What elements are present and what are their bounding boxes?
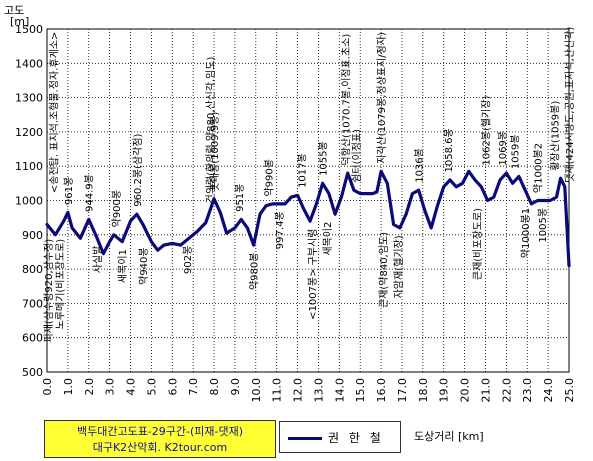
x-tick-label: 8.0 [208, 378, 221, 396]
annotations: 피재(삼수령920,삼수정) 노루메기(비포장도로) <송전탑. 표지석.조형물.정… [43, 27, 576, 343]
chart-title-box: 백두대간고도표-29구간-(피재-댓재) 대구K2산악회. K2tour.com [44, 420, 276, 458]
x-tick-label: 21.0 [479, 378, 492, 403]
annotation-label: 큰재(약840,임도) [377, 232, 390, 308]
annotation-label: 1055봉 [318, 141, 330, 176]
x-tick-label: 14.0 [333, 378, 346, 403]
x-tick-label: 1.0 [62, 378, 75, 396]
y-tick-label: 700 [22, 297, 43, 310]
y-tick-label: 1500 [15, 23, 43, 36]
annotation-label: <1007봉> 구부시령 [307, 229, 319, 320]
x-tick-label: 11.0 [271, 378, 284, 403]
annotation-label: 건의령(한의령,약880,산신각,임도) [204, 56, 217, 203]
x-tick-label: 2.0 [83, 378, 96, 396]
y-tick-label: 1300 [15, 92, 43, 105]
annotation-label: 댓재(424시방도,공원,표지석,산신각) [564, 27, 576, 183]
legend: 권 한 철 [279, 421, 401, 453]
annotation-label: 951봉 [234, 184, 246, 212]
annotation-label: 약980봉 [249, 253, 261, 291]
chart-subtitle: 대구K2산악회. K2tour.com [92, 441, 228, 454]
annotation-label: 약1000봉1 [520, 208, 532, 258]
y-tick-label: 1100 [15, 160, 43, 173]
chart-title: 백두대간고도표-29구간-(피재-댓재) [76, 425, 244, 438]
annotation-label: 큰재(비포장도로) [472, 208, 484, 280]
x-tick-label: 0.0 [41, 378, 54, 396]
annotation-label: 쉼터(이정표) [351, 129, 363, 183]
x-tick-label: 9.0 [229, 378, 242, 396]
annotation-label: 자암재(헬기장) [393, 235, 405, 298]
annotation-label: 약940봉 [138, 247, 150, 285]
annotation-label: 1062봉(헬기장) [480, 95, 492, 165]
annotation-label: 961봉 [63, 177, 75, 205]
annotation-label: 1017봉 [297, 153, 309, 188]
annotation-label: 덕항산(1070.7봉,이정표.초소) [341, 34, 353, 166]
x-tick-label: 15.0 [354, 378, 367, 403]
annotation-label: 지각산(1079봉,정상표지/정자) [376, 32, 388, 164]
annotation-label: 1036봉 [414, 148, 426, 183]
y-tick-label: 500 [22, 366, 43, 379]
x-tick-label: 4.0 [125, 378, 138, 396]
x-tick-label: 12.0 [292, 378, 305, 403]
x-tick-labels: 0.0 1.0 2.0 3.0 4.0 5.0 6.0 7.0 8.0 9.0 10.0 11.0 12… [41, 378, 576, 403]
y-tick-label: 900 [22, 229, 43, 242]
annotation-label: 푯대봉(1009.9봉) [209, 112, 221, 192]
annotation-label: 1058.6봉 [443, 128, 455, 172]
annotation-label: 1059봉 [510, 134, 522, 169]
x-tick-label: 13.0 [312, 378, 325, 403]
x-tick-label: 5.0 [145, 378, 158, 396]
annotation-label: 약1000봉2 [533, 143, 545, 193]
x-tick-label: 23.0 [521, 378, 534, 403]
annotation-label: <송전탑. 표지석.조형물.정자.휴게소> [48, 32, 60, 193]
x-tick-label: 22.0 [500, 378, 513, 403]
x-tick-label: 25.0 [563, 378, 576, 403]
y-tick-labels: 500 600 700 800 900 1000 1100 1200 1300 1400 1500 [15, 23, 43, 379]
x-tick-label: 16.0 [375, 378, 388, 403]
x-tick-label: 24.0 [542, 378, 555, 403]
x-tick-label: 17.0 [396, 378, 409, 403]
x-tick-label: 6.0 [166, 378, 179, 396]
y-tick-label: 800 [22, 263, 43, 276]
annotation-label: 노루메기(비포장도로) [55, 239, 67, 330]
y-tick-label: 1400 [15, 57, 43, 70]
grid [46, 28, 570, 373]
annotation-label: 피재(삼수령920,삼수정) [43, 239, 55, 343]
annotation-label: 새목이2 [322, 222, 334, 256]
x-tick-label: 3.0 [104, 378, 117, 396]
annotation-label: 사실발 [92, 246, 104, 274]
annotation-label: 902봉 [182, 246, 194, 274]
y-tick-label: 1200 [15, 126, 43, 139]
annotation-label: 새목이1 [117, 249, 129, 283]
y-tick-label: 600 [22, 332, 43, 345]
x-tick-label: 7.0 [187, 378, 200, 396]
annotation-label: 1005봉 [537, 208, 549, 243]
y-axis-title: 고도 [4, 4, 25, 17]
annotation-label: 황장산(1059봉) [549, 101, 561, 171]
x-tick-label: 10.0 [250, 378, 263, 403]
annotation-label: 1069봉 [497, 131, 509, 166]
x-tick-label: 18.0 [417, 378, 430, 403]
y-tick-label: 1000 [15, 195, 43, 208]
x-tick-label: 20.0 [459, 378, 472, 403]
x-tick-label: 19.0 [438, 378, 451, 403]
series-line-kwon [45, 169, 571, 268]
annotation-label: 약900봉 [111, 190, 123, 228]
annotation-label: 약990봉 [263, 159, 275, 197]
legend-line-swatch [288, 437, 322, 440]
annotation-label: 997.4봉 [274, 211, 286, 249]
legend-label: 권 한 철 [328, 431, 384, 445]
x-axis-title: 도상거리 [km] [414, 430, 484, 443]
annotation-label: 960.2봉(삼각점) [132, 133, 144, 206]
annotation-label: 944.9봉 [84, 174, 96, 212]
y-axis-unit: [m] [10, 15, 30, 28]
